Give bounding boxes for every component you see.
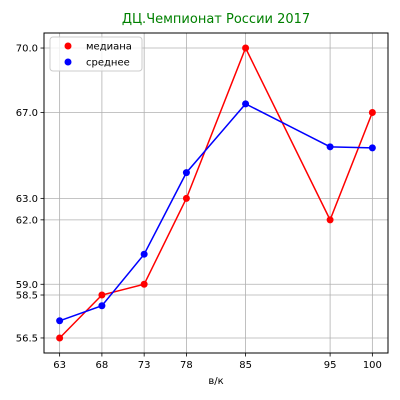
data-point — [56, 317, 64, 325]
legend-marker — [64, 58, 72, 66]
x-tick-label: 78 — [180, 360, 193, 371]
legend-label: медиана — [86, 42, 132, 53]
x-tick-label: 100 — [363, 360, 382, 371]
data-point — [326, 216, 334, 224]
y-tick-label: 62.0 — [16, 215, 38, 226]
legend: медиана среднее — [49, 36, 143, 72]
series-mean — [56, 100, 376, 325]
legend-label: среднее — [86, 58, 130, 69]
y-tick-label: 58.5 — [16, 291, 38, 302]
series-group — [56, 44, 376, 342]
data-point — [242, 100, 250, 108]
data-point — [98, 291, 106, 299]
ticks: 63 68 73 78 85 95 100 56.5 58.559.0 62.0 63.0 67.0 7… — [16, 44, 382, 371]
y-tick-label: 63.0 — [16, 194, 38, 205]
y-tick-label: 59.0 — [16, 280, 38, 291]
legend-marker — [64, 42, 72, 50]
data-point — [56, 334, 64, 342]
data-point — [368, 144, 376, 152]
y-tick-label: 70.0 — [16, 44, 38, 55]
legend-box — [49, 36, 143, 72]
data-point — [182, 169, 190, 177]
x-tick-label: 73 — [138, 360, 151, 371]
x-tick-label: 85 — [239, 360, 252, 371]
data-point — [182, 194, 190, 202]
plot-frame — [43, 32, 389, 354]
data-point — [140, 250, 148, 258]
x-tick-label: 95 — [324, 360, 337, 371]
x-tick-label: 63 — [53, 360, 66, 371]
data-point — [326, 143, 334, 151]
series-median — [56, 44, 376, 342]
chart-title: ДЦ.Чемпионат России 2017 — [122, 12, 310, 27]
data-point — [368, 108, 376, 116]
y-tick-label: 67.0 — [16, 108, 38, 119]
x-axis-label: в/к — [208, 376, 223, 387]
x-tick-label: 68 — [96, 360, 109, 371]
data-point — [242, 44, 250, 52]
data-point — [98, 302, 106, 310]
y-tick-label: 56.5 — [16, 333, 38, 344]
data-point — [140, 280, 148, 288]
